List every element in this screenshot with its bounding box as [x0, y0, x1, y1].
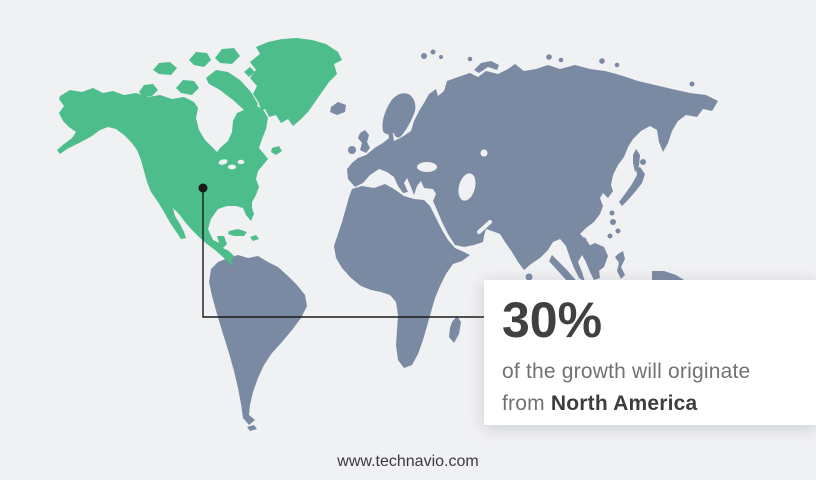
island: [614, 62, 620, 68]
region-cuba: [228, 229, 247, 236]
island: [546, 54, 552, 60]
island: [689, 81, 695, 87]
callout-text-prefix: from: [502, 391, 545, 415]
persian-gulf: [477, 220, 492, 234]
island: [610, 219, 616, 225]
black-sea: [417, 162, 437, 172]
region-eurasia: [347, 64, 718, 282]
region-iceland: [330, 102, 346, 115]
arctic-island: [215, 48, 240, 64]
callout-connector: [198, 183, 484, 318]
region-greenland: [250, 38, 342, 126]
callout-text-line1: of the growth will originate: [502, 359, 751, 383]
region-ireland: [348, 146, 356, 154]
island: [599, 58, 605, 64]
callout-card: 30% of the growth will originate from No…: [484, 280, 816, 425]
island: [581, 237, 587, 243]
region-hispaniola: [250, 235, 259, 241]
callout-connector-line: [202, 188, 484, 318]
great-lake: [228, 164, 236, 170]
region-japan: [619, 167, 645, 206]
region-baffin-island: [206, 70, 258, 114]
caspian-sea: [458, 173, 476, 201]
island: [640, 159, 646, 165]
inland-water: [218, 149, 492, 234]
island: [439, 55, 443, 59]
world-landmass: [209, 49, 718, 431]
aral-sea: [480, 149, 488, 157]
arctic-island: [189, 52, 211, 67]
island: [558, 57, 564, 63]
great-lake: [237, 159, 245, 165]
region-sakhalin: [633, 149, 640, 172]
map-marker-dot: [198, 183, 208, 193]
region-novaya-zemlya: [474, 61, 499, 73]
region-scandinavia: [382, 93, 416, 138]
island: [430, 49, 436, 55]
callout-text-line2: from North America: [502, 388, 800, 420]
callout-percentage: 30%: [502, 292, 603, 348]
island: [607, 233, 613, 239]
region-new-guinea: [652, 271, 684, 280]
website-url: www.technavio.com: [337, 453, 479, 470]
island: [615, 228, 621, 234]
island: [609, 210, 615, 216]
region-sri-lanka: [525, 273, 533, 281]
callout-region-name: North America: [550, 391, 698, 415]
region-madagascar: [449, 316, 461, 343]
arctic-island: [153, 62, 177, 75]
region-newfoundland: [271, 146, 282, 155]
arctic-island: [139, 84, 158, 97]
region-north-america: [57, 38, 342, 266]
great-lake: [218, 159, 228, 165]
region-borneo: [584, 243, 608, 273]
island: [421, 53, 427, 59]
arctic-island: [176, 80, 199, 95]
region-tierra-del-fuego: [247, 425, 257, 431]
region-south-america: [209, 255, 307, 425]
region-north-america-mainland: [57, 88, 268, 266]
region-great-britain: [358, 130, 370, 153]
arctic-island: [244, 67, 255, 77]
region-africa: [334, 184, 470, 368]
region-sulawesi: [615, 251, 625, 279]
island: [467, 56, 473, 62]
